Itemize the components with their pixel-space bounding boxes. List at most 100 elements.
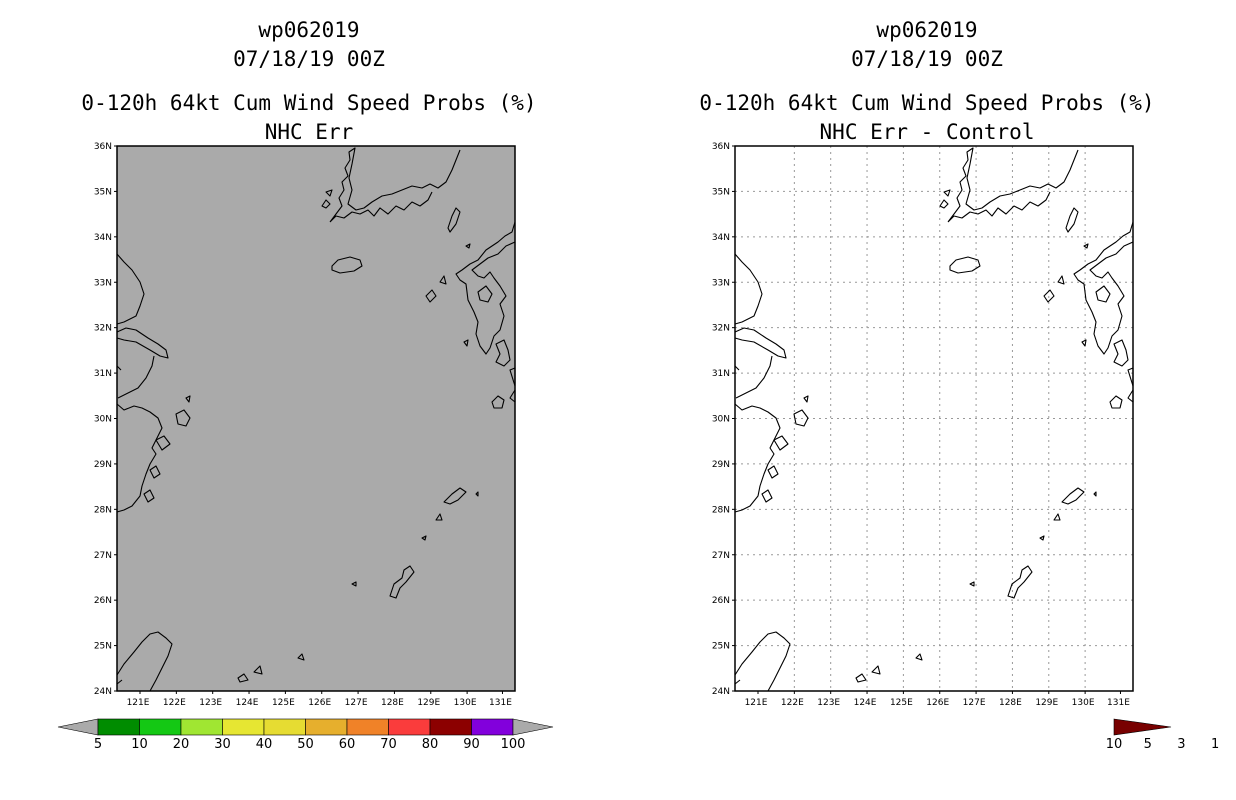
lat-label: 27N bbox=[94, 551, 112, 561]
coastline bbox=[1073, 221, 1134, 355]
coastline bbox=[447, 207, 461, 233]
coastline bbox=[949, 256, 981, 274]
lat-label: 24N bbox=[94, 687, 112, 697]
coastline bbox=[803, 395, 809, 403]
coastline bbox=[425, 289, 437, 303]
coastline bbox=[491, 395, 505, 409]
lon-label: 123E bbox=[199, 698, 222, 708]
lon-label: 126E bbox=[308, 698, 331, 708]
coastline bbox=[734, 631, 791, 692]
colorbar-label: 10 bbox=[131, 737, 148, 752]
lon-label: 122E bbox=[163, 698, 186, 708]
coastline bbox=[175, 409, 191, 427]
coastline bbox=[475, 491, 479, 497]
colorbar-label: 10 bbox=[1106, 737, 1123, 752]
map-svg: 36N 35N 34N 33N 32N 31N 30N 29N 28N 27N 26N 25N 24N 1… bbox=[712, 142, 1219, 752]
coastline bbox=[735, 355, 773, 399]
colorbar-label: 3 bbox=[1177, 737, 1185, 752]
lat-label: 24N bbox=[712, 687, 730, 697]
coastline bbox=[939, 199, 949, 209]
coastline bbox=[793, 409, 809, 427]
lat-label: 31N bbox=[94, 369, 112, 379]
lon-label: 123E bbox=[817, 698, 840, 708]
lon-label: 131E bbox=[1107, 698, 1130, 708]
right-panel: wp062019 07/18/19 00Z 0-120h 64kt Cum Wi… bbox=[618, 0, 1236, 800]
coastline bbox=[943, 189, 951, 197]
coastline bbox=[117, 355, 155, 399]
lat-label: 34N bbox=[712, 233, 730, 243]
coastline bbox=[761, 489, 773, 503]
panel-subtitle: NHC Err bbox=[264, 120, 354, 144]
lon-label: 122E bbox=[781, 698, 804, 708]
colorbar-label: 50 bbox=[297, 737, 314, 752]
coastline bbox=[116, 253, 169, 513]
coastlines bbox=[116, 147, 516, 692]
lat-label: 33N bbox=[94, 278, 112, 288]
coastline bbox=[767, 465, 779, 479]
coastline bbox=[421, 535, 427, 541]
lat-label: 29N bbox=[94, 460, 112, 470]
map-background bbox=[117, 146, 515, 691]
coastline bbox=[1061, 487, 1085, 505]
lat-label: 32N bbox=[712, 324, 730, 334]
colorbar-label: 80 bbox=[422, 737, 439, 752]
lat-label: 26N bbox=[712, 596, 730, 606]
colorbar-arrow-high bbox=[512, 718, 554, 736]
lat-label: 29N bbox=[712, 460, 730, 470]
storm-id: wp062019 bbox=[258, 18, 360, 42]
coastline bbox=[455, 221, 516, 355]
coastline bbox=[329, 147, 461, 223]
coastline bbox=[947, 147, 1079, 223]
coastline bbox=[871, 665, 881, 675]
panel-subtitle: NHC Err - Control bbox=[819, 120, 1035, 144]
colorbar-swatch bbox=[139, 718, 182, 736]
coastline bbox=[435, 513, 443, 521]
coastline bbox=[1093, 491, 1097, 497]
product-title: 0-120h 64kt Cum Wind Speed Probs (%) bbox=[81, 91, 537, 115]
lat-label: 30N bbox=[712, 415, 730, 425]
colorbar-swatch bbox=[429, 718, 472, 736]
coastline bbox=[1109, 395, 1123, 409]
coastline bbox=[1039, 535, 1045, 541]
lat-label: 25N bbox=[712, 642, 730, 652]
lon-label: 131E bbox=[489, 698, 512, 708]
coastline bbox=[253, 665, 263, 675]
lon-label: 129E bbox=[1035, 698, 1058, 708]
colorbar-label: 70 bbox=[380, 737, 397, 752]
colorbar-label: 1 bbox=[1211, 737, 1219, 752]
lat-label: 27N bbox=[712, 551, 730, 561]
coastline bbox=[149, 465, 161, 479]
colorbar-swatch bbox=[97, 718, 140, 736]
lon-label: 128E bbox=[381, 698, 404, 708]
lat-label: 26N bbox=[94, 596, 112, 606]
coastline bbox=[734, 253, 787, 513]
coastline bbox=[1081, 339, 1087, 347]
coastline bbox=[1113, 339, 1129, 367]
colorbar-arrow-low bbox=[57, 718, 99, 736]
coastline bbox=[1053, 513, 1061, 521]
storm-id: wp062019 bbox=[876, 18, 978, 42]
lon-label: 126E bbox=[926, 698, 949, 708]
colorbar: -10-5-3-113510 bbox=[1106, 718, 1219, 752]
colorbar-swatch bbox=[222, 718, 265, 736]
lon-label: 121E bbox=[745, 698, 768, 708]
coastline bbox=[465, 243, 471, 249]
lon-label: 125E bbox=[890, 698, 913, 708]
lon-label: 124E bbox=[236, 698, 259, 708]
lon-label: 121E bbox=[127, 698, 150, 708]
lon-label: 124E bbox=[854, 698, 877, 708]
lat-label: 36N bbox=[94, 142, 112, 152]
lat-label: 30N bbox=[94, 415, 112, 425]
datetime: 07/18/19 00Z bbox=[851, 47, 1003, 71]
lat-label: 34N bbox=[94, 233, 112, 243]
coastline bbox=[495, 339, 511, 367]
coastline bbox=[443, 487, 467, 505]
coastline bbox=[143, 489, 155, 503]
colorbar-label: 40 bbox=[256, 737, 273, 752]
coastline bbox=[321, 199, 331, 209]
lat-label: 35N bbox=[712, 187, 730, 197]
colorbar-label: 60 bbox=[339, 737, 356, 752]
lat-label: 33N bbox=[712, 278, 730, 288]
colorbar: 5 10 20 30 40 50 60 70 80 90 100 bbox=[57, 718, 554, 752]
datetime: 07/18/19 00Z bbox=[233, 47, 385, 71]
